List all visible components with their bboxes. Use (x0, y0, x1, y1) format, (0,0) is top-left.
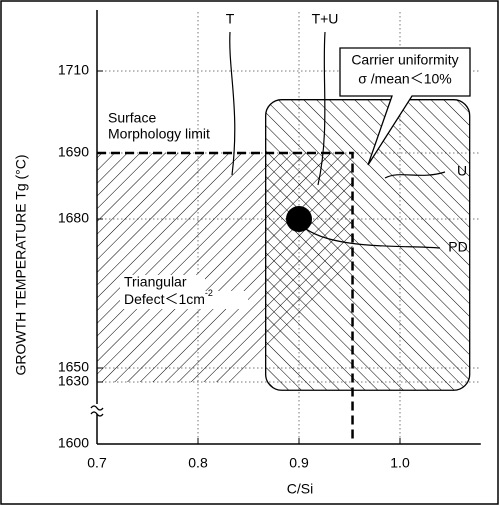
limit-line (97, 151, 354, 444)
x-tick-label: 0.9 (289, 455, 309, 471)
y-tick-label: 1600 (58, 435, 89, 451)
y-tick-label: 1680 (58, 210, 89, 226)
point-name: PD (448, 239, 467, 255)
x-tick-label: 0.8 (188, 455, 208, 471)
region-label: Triangular (124, 274, 187, 290)
region-t (97, 153, 353, 382)
leader (229, 31, 236, 176)
label-bg (120, 275, 205, 291)
axis-break (90, 405, 104, 417)
callout-box (339, 47, 471, 166)
region-label: σ /mean＜10% (358, 71, 451, 87)
y-tick-label: 1630 (58, 373, 89, 389)
limit-label: Surface (108, 110, 156, 126)
region-label: Defect＜1cm-2 (124, 288, 213, 306)
overlap-label: T+U (312, 11, 339, 27)
region-label: Carrier uniformity (351, 52, 458, 68)
leader (301, 225, 441, 249)
y-axis-label: GROWTH TEMPERATURE Tg (°C) (13, 154, 29, 375)
y-tick-label: 1650 (58, 359, 89, 375)
leader (317, 31, 326, 186)
region-name: U (457, 163, 467, 179)
x-tick-label: 1.0 (390, 455, 410, 471)
point-pd (286, 206, 312, 232)
region-label: Defect＜1cm (124, 291, 205, 307)
y-tick-label: 1710 (58, 62, 89, 78)
limit-label: Morphology limit (108, 126, 210, 142)
x-tick-label: 0.7 (87, 455, 107, 471)
leader (384, 171, 446, 179)
y-tick-label: 1690 (58, 144, 89, 160)
region-label: -2 (205, 288, 213, 298)
x-axis-label: C/Si (287, 481, 313, 497)
label-bg (120, 291, 248, 309)
region-name: T (226, 11, 235, 27)
